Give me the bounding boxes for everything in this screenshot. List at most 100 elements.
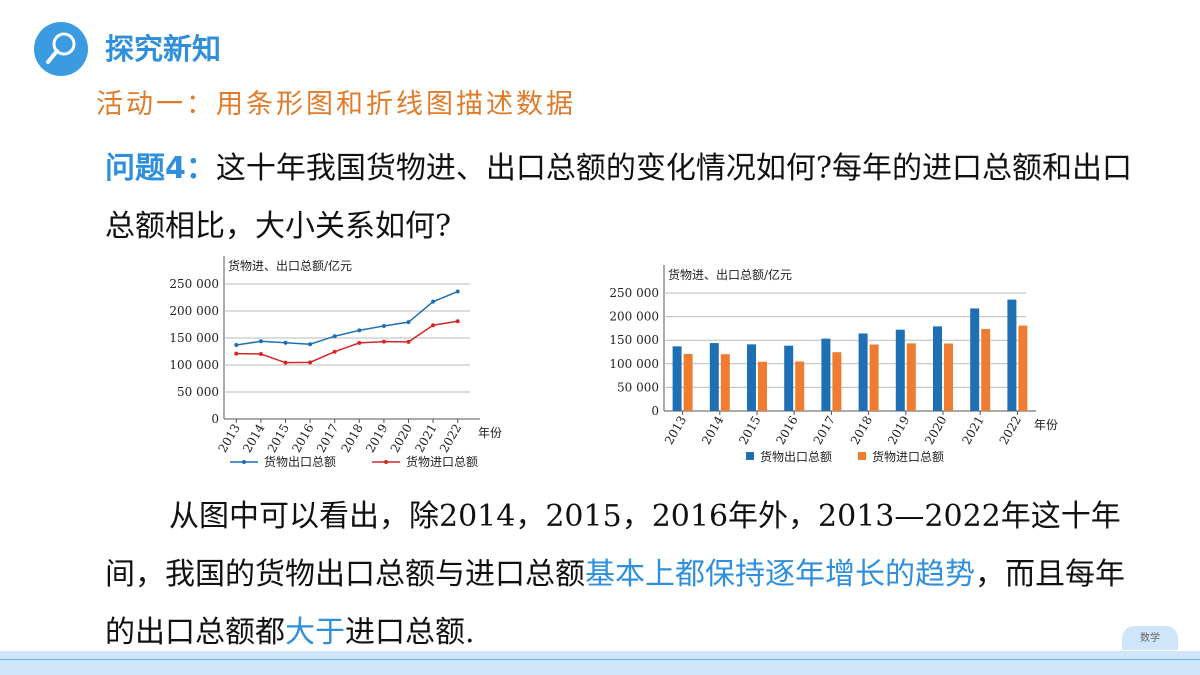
y-tick-label: 100 000 xyxy=(609,357,659,371)
data-point xyxy=(406,339,411,344)
x-tick-label: 2013 xyxy=(216,422,243,455)
bar-export xyxy=(1007,299,1017,411)
data-point xyxy=(332,334,337,339)
answer-part1: 从图中可以看出，除2014，2015，2016年外，2013—2022年这十年间… xyxy=(105,499,1121,592)
y-tick-label: 100 000 xyxy=(169,358,219,372)
y-tick-label: 0 xyxy=(651,404,659,418)
x-tick-label: 2016 xyxy=(289,422,316,455)
bar-import xyxy=(832,352,842,411)
legend-marker xyxy=(384,460,388,464)
question-text: 这十年我国货物进、出口总额的变化情况如何?每年的进口总额和出口总额相比，大小关系… xyxy=(105,151,1132,244)
x-tick-label: 2014 xyxy=(699,413,727,447)
answer-part3: 进口总额. xyxy=(345,615,475,650)
x-tick-label: 2017 xyxy=(314,422,341,455)
x-axis-label: 年份 xyxy=(1034,418,1058,432)
bar-import xyxy=(869,344,879,411)
x-axis-label: 年份 xyxy=(478,426,502,440)
y-tick-label: 250 000 xyxy=(609,286,659,300)
series-line-import xyxy=(236,320,458,364)
data-point xyxy=(381,339,386,344)
bar-import xyxy=(720,354,730,411)
y-axis-label: 货物进、出口总额/亿元 xyxy=(228,258,352,273)
data-point xyxy=(431,323,436,328)
bar-import xyxy=(1018,325,1028,411)
legend-swatch xyxy=(858,452,866,460)
bar-export xyxy=(747,344,756,411)
data-point xyxy=(357,328,362,333)
data-point xyxy=(258,351,263,356)
data-point xyxy=(381,323,386,328)
section-title: 探究新知 xyxy=(105,32,222,66)
x-tick-label: 2014 xyxy=(240,421,268,455)
bar-import xyxy=(981,329,991,411)
footer-badge: 数学 xyxy=(1122,626,1178,650)
y-tick-label: 250 000 xyxy=(169,277,219,291)
question-label: 问题4： xyxy=(105,151,216,186)
bar-import xyxy=(944,343,953,411)
bar-export xyxy=(933,326,942,411)
bar-import xyxy=(795,361,805,411)
y-tick-label: 200 000 xyxy=(169,304,219,318)
footer-band xyxy=(0,651,1200,675)
data-point xyxy=(308,342,313,347)
footer-line xyxy=(0,659,1200,660)
x-tick-label: 2022 xyxy=(437,422,464,455)
data-point xyxy=(234,343,239,348)
data-point xyxy=(332,349,337,354)
question: 问题4：这十年我国货物进、出口总额的变化情况如何?每年的进口总额和出口总额相比，… xyxy=(105,140,1135,256)
answer: 从图中可以看出，除2014，2015，2016年外，2013—2022年这十年间… xyxy=(105,488,1135,662)
activity-title: 活动一：用条形图和折线图描述数据 xyxy=(96,89,576,120)
data-point xyxy=(431,299,436,304)
data-point xyxy=(455,289,460,294)
x-tick-label: 2019 xyxy=(363,422,390,455)
y-axis-label: 货物进、出口总额/亿元 xyxy=(668,267,792,282)
data-point xyxy=(234,351,239,356)
x-tick-label: 2019 xyxy=(885,414,912,447)
line-chart: 货物进、出口总额/亿元 0 50 000 100 000 150 000 200 000 2… xyxy=(169,256,502,469)
legend-label: 货物进口总额 xyxy=(872,449,944,464)
data-point xyxy=(258,339,263,344)
y-tick-label: 150 000 xyxy=(169,331,219,345)
x-tick-label: 2018 xyxy=(339,422,366,455)
legend-swatch xyxy=(746,452,754,460)
bar-export xyxy=(709,343,719,411)
magnifier-icon xyxy=(34,22,88,76)
bar-chart: 货物进、出口总额/亿元 0 50 000 100 000 150 000 200 000 2… xyxy=(609,265,1058,464)
x-tick-label: 2021 xyxy=(959,414,986,447)
data-point xyxy=(455,319,460,324)
data-point xyxy=(357,340,362,345)
y-tick-label: 0 xyxy=(211,412,219,426)
x-tick-label: 2013 xyxy=(662,414,689,447)
bar-import xyxy=(758,361,767,411)
bar-import xyxy=(683,353,693,411)
bar-export xyxy=(895,329,905,411)
x-tick-label: 2015 xyxy=(736,414,763,447)
bar-export xyxy=(784,345,794,411)
legend-label: 货物进口总额 xyxy=(406,454,478,469)
bar-export xyxy=(821,338,831,411)
x-tick-label: 2018 xyxy=(848,414,875,447)
series-line-export xyxy=(236,290,458,346)
data-point xyxy=(308,360,313,365)
data-point xyxy=(283,360,288,365)
bar-export xyxy=(858,333,868,411)
y-tick-label: 50 000 xyxy=(617,380,659,394)
x-tick-label: 2015 xyxy=(265,422,292,455)
y-tick-label: 50 000 xyxy=(177,385,219,399)
bar-export xyxy=(672,346,682,411)
bar-import xyxy=(906,343,916,411)
x-tick-label: 2021 xyxy=(412,422,439,455)
x-tick-label: 2017 xyxy=(811,414,838,447)
answer-highlight1: 基本上都保持逐年增长的趋势 xyxy=(585,557,975,592)
legend-label: 货物出口总额 xyxy=(264,454,336,469)
legend-label: 货物出口总额 xyxy=(760,449,832,464)
bar-export xyxy=(970,308,980,411)
answer-highlight2: 大于 xyxy=(285,615,345,650)
answer-part2: ，而且每年的出口总额都 xyxy=(105,557,1125,650)
x-tick-label: 2022 xyxy=(997,414,1024,447)
data-point xyxy=(406,320,411,325)
x-tick-label: 2020 xyxy=(922,414,949,447)
x-tick-label: 2020 xyxy=(388,422,415,455)
y-tick-label: 150 000 xyxy=(609,333,659,347)
legend-marker xyxy=(242,460,246,464)
